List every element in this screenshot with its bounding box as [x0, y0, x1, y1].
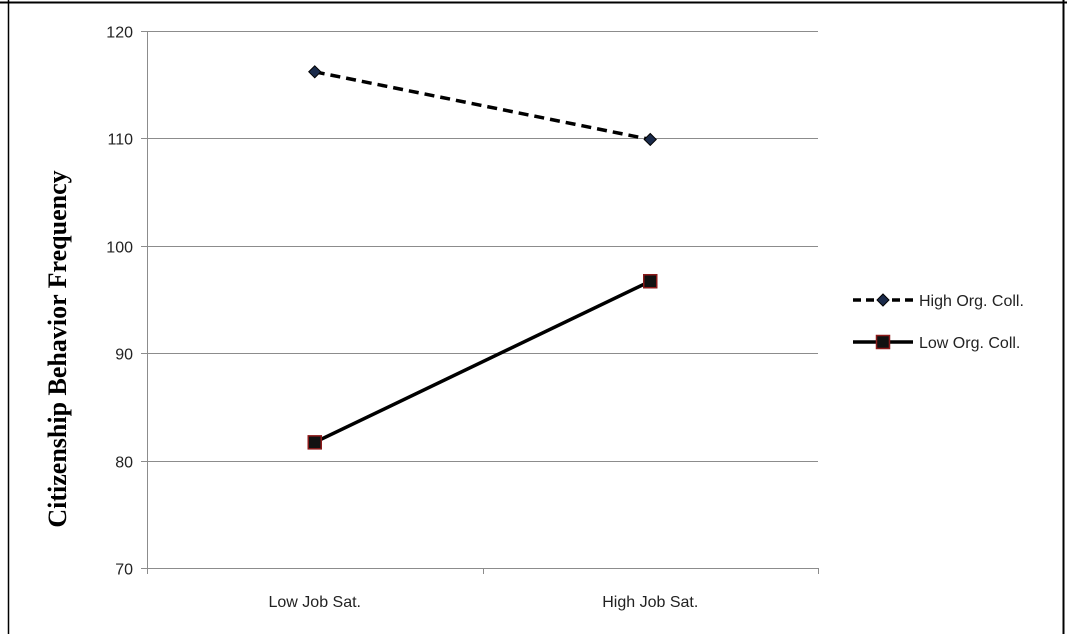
series-line-high-org-coll: [314, 70, 651, 142]
data-point-high-org-coll-1: [643, 132, 657, 147]
y-tick-label: 120: [106, 25, 133, 42]
data-point-low-org-coll-0: [307, 435, 322, 450]
series-line-low-org-coll: [313, 279, 652, 444]
legend-layer: High Org. Coll. Low Org. Coll.: [853, 293, 1024, 352]
grid-layer: [147, 31, 818, 462]
x-tick-label: High Job Sat.: [602, 594, 698, 611]
axis-layer: 70 80 90 100 110 120 Low Job Sat. High Job Sat.: [106, 25, 819, 611]
legend-label-high-org-coll: High Org. Coll.: [919, 293, 1024, 310]
legend-label-low-org-coll: Low Org. Coll.: [919, 335, 1020, 352]
data-point-high-org-coll-0: [308, 65, 322, 79]
y-tick-label: 100: [106, 240, 133, 257]
x-tick-label: Low Job Sat.: [269, 594, 362, 611]
y-axis-title: Citizenship Behavior Frequency: [43, 170, 72, 527]
data-point-low-org-coll-1: [643, 273, 658, 289]
y-tick-label: 110: [107, 132, 133, 149]
y-tick-label: 70: [115, 562, 133, 579]
legend-marker-low-org-coll: [875, 334, 891, 350]
legend-marker-high-org-coll: [876, 293, 890, 307]
y-tick-label: 90: [115, 347, 133, 364]
y-tick-label: 80: [115, 455, 133, 472]
series-layer: [307, 65, 658, 450]
